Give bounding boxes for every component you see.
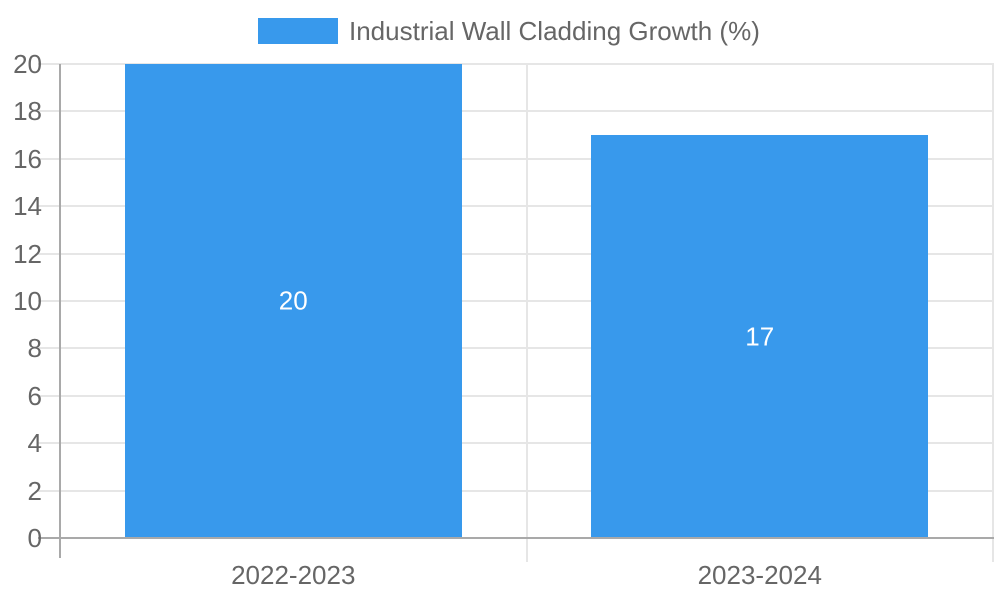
y-axis-tick-label: 0 <box>27 523 42 553</box>
x-axis-category-label: 2022-2023 <box>231 560 356 590</box>
category-boundary-line <box>992 64 994 562</box>
y-axis-tick-label: 14 <box>13 191 42 222</box>
bar-2022-2023[interactable] <box>124 64 462 538</box>
y-axis-tick-label: 16 <box>13 143 42 174</box>
y-gridline <box>38 394 994 397</box>
y-gridline <box>38 489 994 492</box>
y-gridline <box>38 157 994 160</box>
y-gridline <box>38 63 994 65</box>
chart-legend[interactable]: Industrial Wall Cladding Growth (%) <box>258 14 760 48</box>
y-axis-tick-label: 20 <box>13 49 42 79</box>
legend-label: Industrial Wall Cladding Growth (%) <box>349 15 760 46</box>
bar-2023-2024[interactable] <box>591 135 929 538</box>
y-axis-tick-label: 10 <box>13 286 42 316</box>
bar-value-label: 17 <box>745 321 775 352</box>
bar-value-label: 20 <box>278 285 308 316</box>
y-axis-tick-label: 2 <box>27 475 42 506</box>
y-gridline <box>38 300 994 302</box>
y-axis-tick-label: 8 <box>27 333 42 364</box>
y-axis-tick-label: 18 <box>13 96 42 127</box>
zero-tick <box>38 537 60 539</box>
y-axis-line <box>59 64 61 558</box>
y-gridline <box>38 110 994 113</box>
y-axis-tick-label: 12 <box>13 238 42 269</box>
y-gridline <box>38 205 994 208</box>
y-gridline <box>38 252 994 255</box>
y-gridline <box>38 347 994 350</box>
x-axis-line <box>59 537 994 539</box>
category-boundary-line <box>526 64 528 562</box>
y-axis-tick-label: 4 <box>27 428 42 459</box>
y-gridline <box>38 442 994 445</box>
y-axis-tick-label: 6 <box>27 380 42 411</box>
legend-swatch-icon <box>258 18 338 44</box>
x-axis-category-label: 2023-2024 <box>697 560 822 590</box>
